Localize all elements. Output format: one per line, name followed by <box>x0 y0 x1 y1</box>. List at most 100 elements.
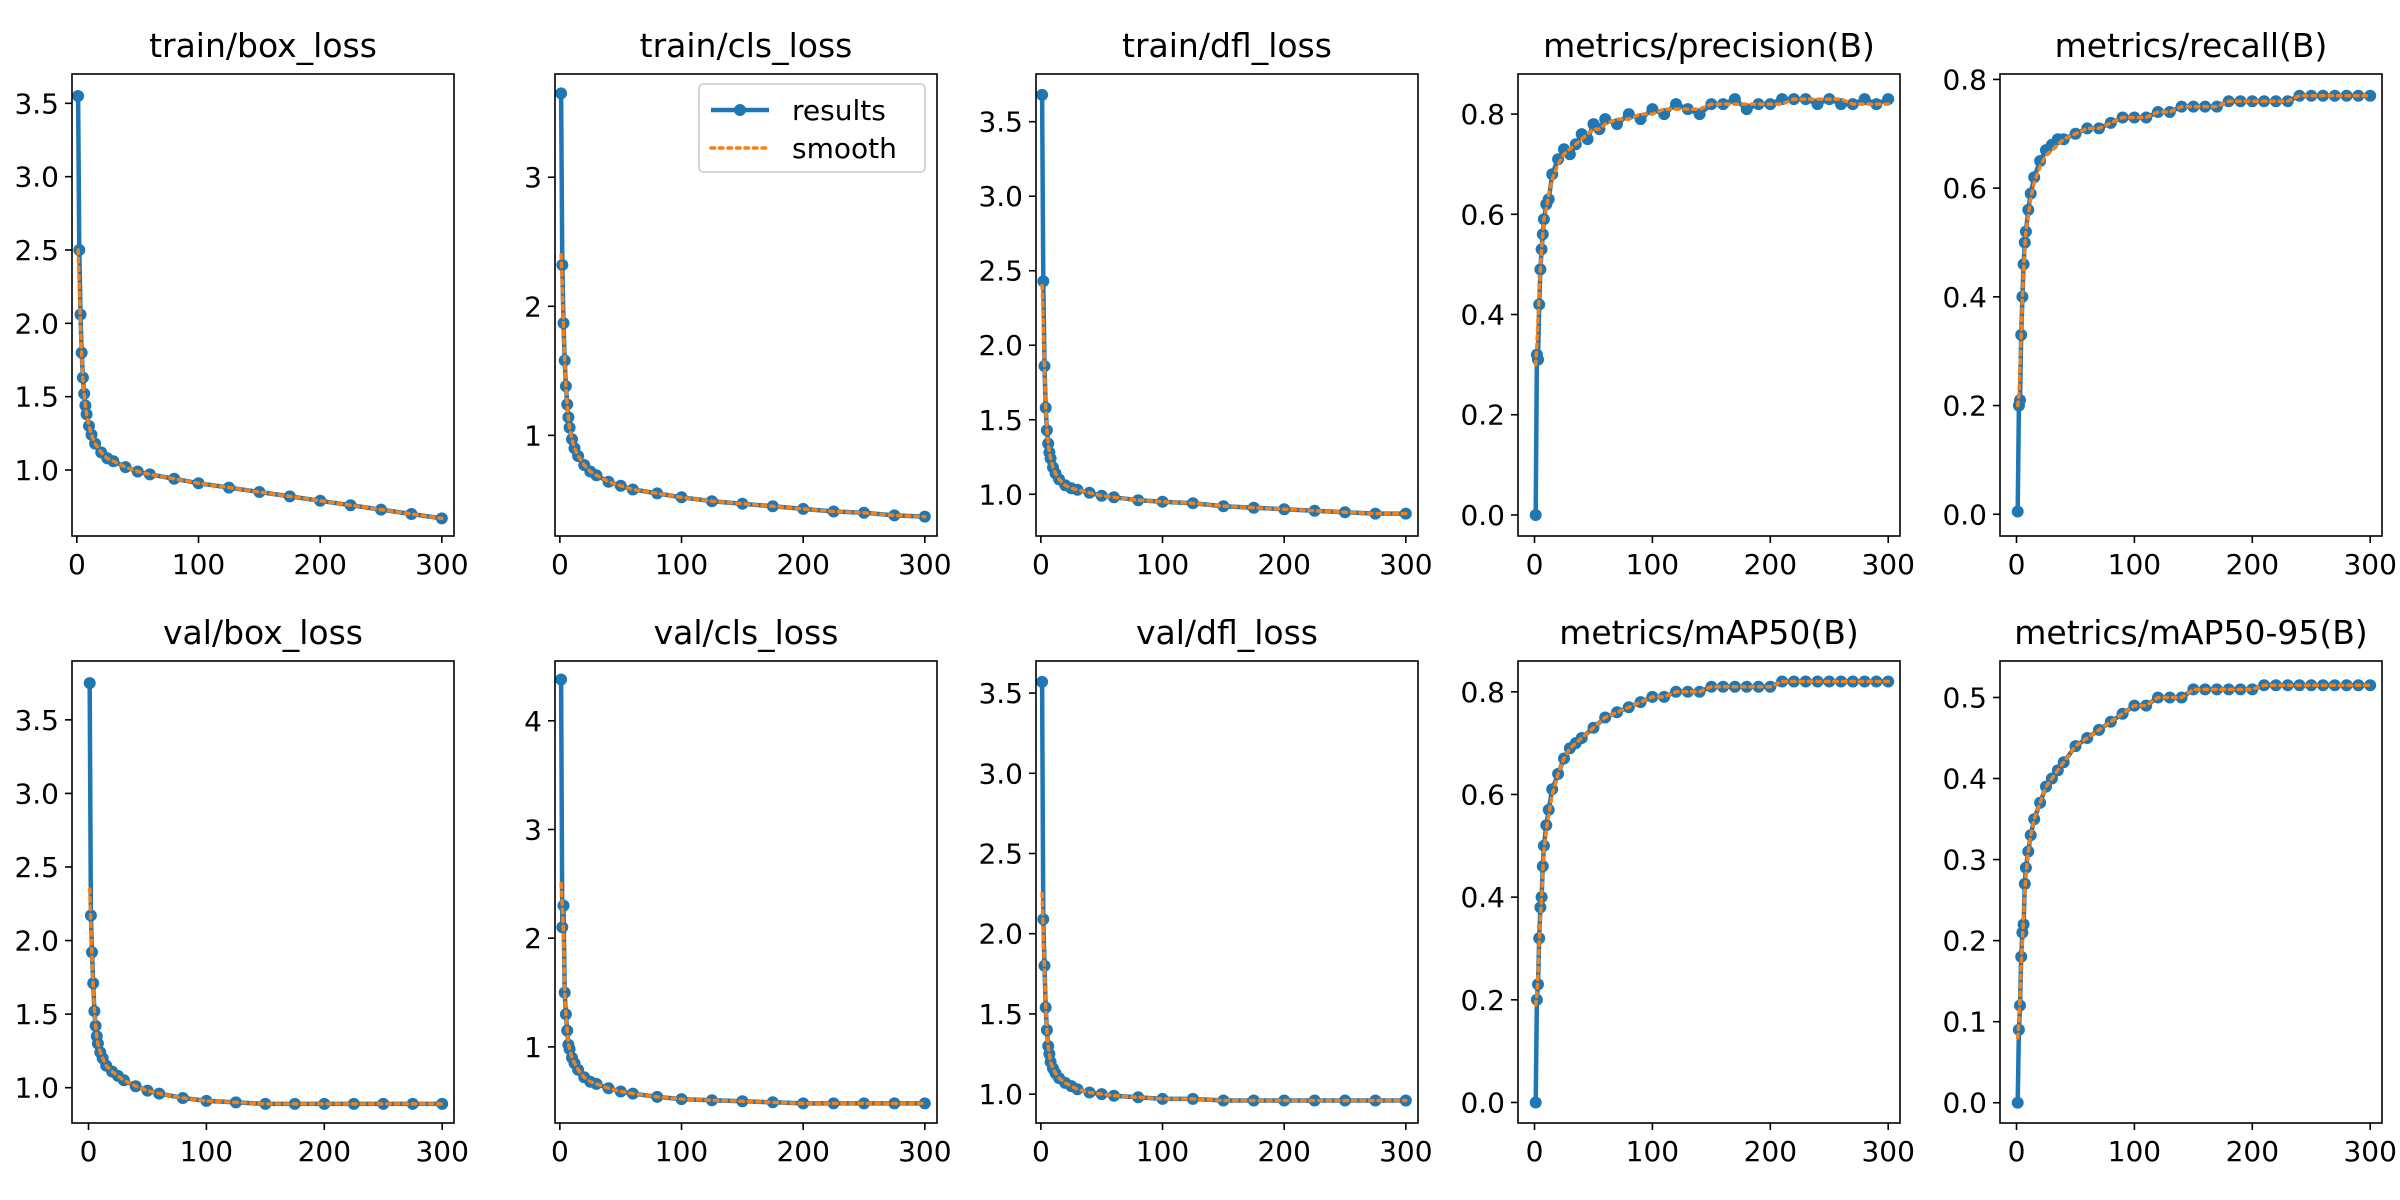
panel-title: train/cls_loss <box>640 26 853 65</box>
y-tick-label: 3.0 <box>978 757 1023 790</box>
results-point <box>1728 93 1741 106</box>
axes-frame <box>1517 660 1901 1124</box>
x-tick-label: 0 <box>80 1135 98 1168</box>
y-tick-label: 2.0 <box>978 918 1023 951</box>
y-tick-label: 3.0 <box>14 161 59 194</box>
x-tick-label: 100 <box>172 548 225 581</box>
results-point <box>1369 1094 1382 1107</box>
series-line-smooth <box>2015 93 2372 408</box>
axes-frame <box>554 73 938 537</box>
y-tick-label: 0.6 <box>1460 198 1505 231</box>
panel-train-dfl-loss: train/dfl_loss 0 100 200 300 1.0 1.5 2.0 2.5 3.0 3… <box>978 26 1432 581</box>
x-tick-label: 200 <box>1744 548 1797 581</box>
panel-title: metrics/mAP50(B) <box>1559 613 1859 652</box>
y-tick-label: 1.0 <box>14 1072 59 1105</box>
y-tick-label: 2.0 <box>978 329 1023 362</box>
y-tick-label: 1.0 <box>14 454 59 487</box>
x-tick-label: 300 <box>1379 548 1432 581</box>
panel-title: metrics/recall(B) <box>2055 26 2328 65</box>
series-line-smooth <box>1040 283 1408 516</box>
panel-title: val/box_loss <box>163 613 363 652</box>
y-tick-label: 0.6 <box>1942 172 1987 205</box>
x-tick-label: 200 <box>1257 1135 1310 1168</box>
series-line-results <box>1533 679 1889 1103</box>
results-point <box>2187 100 2200 113</box>
series-line-smooth <box>1040 891 1408 1103</box>
y-tick-label: 2.5 <box>14 851 59 884</box>
x-tick-label: 300 <box>415 1135 468 1168</box>
panel-train-cls-loss: train/cls_loss 0 100 200 300 1 2 3 results smooth <box>524 26 951 581</box>
series-line-smooth <box>559 882 927 1106</box>
results-point <box>1132 1091 1145 1104</box>
legend-label-smooth: smooth <box>792 132 897 165</box>
axes-frame <box>71 660 455 1124</box>
x-tick-label: 0 <box>2008 1135 2026 1168</box>
panel-metrics-recall-b: metrics/recall(B) 0 100 200 300 0.0 0.2 0.4 0.6 0… <box>1942 26 2396 581</box>
y-tick-label: 3.5 <box>978 677 1023 710</box>
results-point <box>1530 993 1543 1006</box>
x-tick-label: 300 <box>898 548 951 581</box>
axes-frame <box>1999 660 2383 1124</box>
results-point <box>1537 839 1550 852</box>
results-point <box>2011 505 2024 518</box>
y-tick-label: 3 <box>524 161 542 194</box>
x-tick-label: 0 <box>1032 548 1050 581</box>
x-tick-label: 0 <box>2008 548 2026 581</box>
y-tick-label: 3 <box>524 813 542 846</box>
x-tick-label: 100 <box>1626 548 1679 581</box>
results-point <box>2305 679 2318 692</box>
y-tick-label: 2 <box>524 922 542 955</box>
results-point <box>1740 103 1753 116</box>
y-tick-label: 0.8 <box>1460 98 1505 131</box>
x-tick-label: 300 <box>415 548 468 581</box>
results-point <box>1622 108 1635 121</box>
x-tick-label: 100 <box>1136 548 1189 581</box>
results-point <box>253 486 266 498</box>
results-point <box>1882 93 1895 106</box>
x-tick-label: 200 <box>776 1135 829 1168</box>
x-tick-label: 100 <box>2108 1135 2161 1168</box>
panel-title: train/dfl_loss <box>1122 26 1332 65</box>
x-tick-label: 100 <box>1136 1135 1189 1168</box>
y-tick-label: 0.2 <box>1460 984 1505 1017</box>
results-point <box>2163 691 2176 704</box>
panel-metrics-map50-b: metrics/mAP50(B) 0 100 200 300 0.0 0.2 0.4 0.6 0.… <box>1460 613 1914 1168</box>
panel-title: val/dfl_loss <box>1136 613 1318 652</box>
y-tick-label: 2.0 <box>14 925 59 958</box>
y-tick-label: 0.8 <box>1460 676 1505 709</box>
x-tick-label: 300 <box>1861 1135 1914 1168</box>
y-tick-label: 0.0 <box>1460 1086 1505 1119</box>
series-line-smooth <box>76 248 444 521</box>
x-tick-label: 200 <box>776 548 829 581</box>
results-point <box>1037 275 1050 288</box>
x-tick-label: 100 <box>180 1135 233 1168</box>
y-tick-label: 3.5 <box>14 704 59 737</box>
x-tick-label: 300 <box>898 1135 951 1168</box>
x-tick-label: 300 <box>2343 548 2396 581</box>
y-tick-label: 1 <box>524 1031 542 1064</box>
results-point <box>1156 1092 1169 1105</box>
panel-val-dfl-loss: val/dfl_loss 0 100 200 300 1.0 1.5 2.0 2.5 3.0 3.5 <box>978 613 1432 1168</box>
results-point <box>1036 88 1049 101</box>
results-point <box>72 90 85 102</box>
x-tick-label: 0 <box>551 1135 569 1168</box>
results-point <box>1717 98 1730 111</box>
results-point <box>200 1094 213 1107</box>
y-tick-label: 1.0 <box>978 1078 1023 1111</box>
results-point <box>318 1097 331 1110</box>
y-tick-label: 1.5 <box>978 404 1023 437</box>
results-point <box>2328 89 2341 102</box>
y-tick-label: 0.0 <box>1942 1087 1987 1120</box>
panel-title: val/cls_loss <box>654 613 839 652</box>
y-tick-label: 1.5 <box>978 998 1023 1031</box>
series-line-results <box>1039 94 1406 516</box>
y-tick-label: 0.8 <box>1942 63 1987 96</box>
axes-frame <box>554 660 938 1124</box>
y-tick-label: 1.0 <box>978 478 1023 511</box>
panel-title: train/box_loss <box>149 26 377 65</box>
y-tick-label: 0.2 <box>1942 925 1987 958</box>
series-line-results <box>558 679 925 1106</box>
y-tick-label: 4 <box>524 705 542 738</box>
y-tick-label: 2.5 <box>978 255 1023 288</box>
axes-frame <box>1035 660 1419 1124</box>
